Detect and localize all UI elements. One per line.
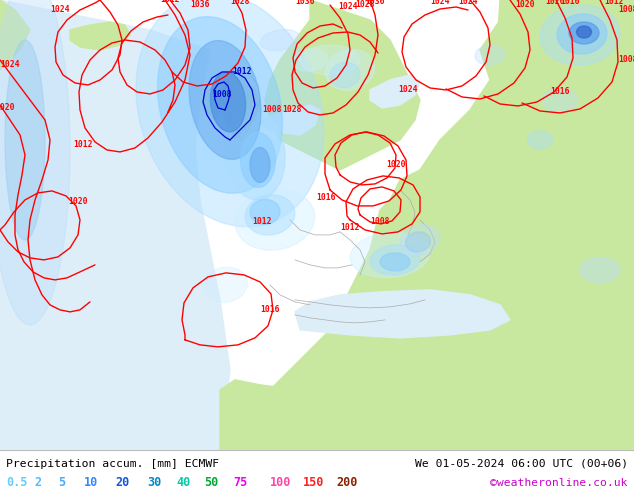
Text: 1016: 1016 xyxy=(260,305,280,315)
Text: 75: 75 xyxy=(233,476,247,490)
Polygon shape xyxy=(220,370,634,450)
Text: Precipitation accum. [mm] ECMWF: Precipitation accum. [mm] ECMWF xyxy=(6,459,219,468)
Ellipse shape xyxy=(527,131,552,149)
Text: 1008: 1008 xyxy=(618,55,634,65)
Text: 1036: 1036 xyxy=(365,0,385,6)
Ellipse shape xyxy=(406,232,430,252)
Text: 1024: 1024 xyxy=(339,2,358,11)
Polygon shape xyxy=(0,0,30,70)
Ellipse shape xyxy=(330,62,360,88)
Ellipse shape xyxy=(157,17,283,193)
Ellipse shape xyxy=(475,45,505,65)
Text: 30: 30 xyxy=(147,476,161,490)
Ellipse shape xyxy=(380,253,410,271)
Polygon shape xyxy=(203,90,222,115)
Text: 1016: 1016 xyxy=(316,194,336,202)
Text: 1028: 1028 xyxy=(355,0,375,9)
Ellipse shape xyxy=(557,14,607,54)
Ellipse shape xyxy=(250,199,280,224)
Ellipse shape xyxy=(250,147,270,182)
Text: 1020: 1020 xyxy=(545,0,565,6)
Ellipse shape xyxy=(300,45,360,75)
Polygon shape xyxy=(220,75,260,140)
Ellipse shape xyxy=(580,257,620,282)
Text: 0.5: 0.5 xyxy=(6,476,28,490)
Ellipse shape xyxy=(189,41,261,159)
Text: 150: 150 xyxy=(303,476,325,490)
Ellipse shape xyxy=(543,87,578,112)
Ellipse shape xyxy=(5,40,45,240)
Polygon shape xyxy=(370,75,420,108)
Ellipse shape xyxy=(260,29,300,50)
Polygon shape xyxy=(0,0,230,450)
Text: 1036: 1036 xyxy=(190,0,210,9)
Text: 1028: 1028 xyxy=(282,105,302,115)
Text: 50: 50 xyxy=(204,476,218,490)
Text: 1024: 1024 xyxy=(398,85,418,95)
Polygon shape xyxy=(260,105,320,135)
Text: 1020: 1020 xyxy=(515,0,534,9)
Ellipse shape xyxy=(240,132,276,187)
Text: 5: 5 xyxy=(58,476,65,490)
Ellipse shape xyxy=(370,245,420,275)
Text: We 01-05-2024 06:00 UTC (00+06): We 01-05-2024 06:00 UTC (00+06) xyxy=(415,459,628,468)
Ellipse shape xyxy=(245,195,295,235)
Text: 100: 100 xyxy=(269,476,291,490)
Text: 1024: 1024 xyxy=(458,0,478,6)
Text: ©weatheronline.co.uk: ©weatheronline.co.uk xyxy=(490,478,628,488)
Text: 1012: 1012 xyxy=(604,0,624,6)
Ellipse shape xyxy=(136,0,324,227)
Ellipse shape xyxy=(293,49,327,71)
Text: 1008: 1008 xyxy=(212,91,232,99)
Ellipse shape xyxy=(210,72,245,132)
Text: 1008: 1008 xyxy=(618,5,634,15)
Polygon shape xyxy=(295,290,510,338)
Ellipse shape xyxy=(235,190,314,250)
Text: 1012: 1012 xyxy=(232,68,252,76)
Text: 1012: 1012 xyxy=(340,223,359,232)
Text: 1020: 1020 xyxy=(386,160,406,170)
Text: 40: 40 xyxy=(176,476,190,490)
Polygon shape xyxy=(220,0,634,450)
Ellipse shape xyxy=(225,110,285,200)
Text: 1024: 1024 xyxy=(0,60,20,70)
Ellipse shape xyxy=(325,49,375,90)
Ellipse shape xyxy=(400,224,440,255)
Text: 1020: 1020 xyxy=(0,103,15,113)
Text: 1012: 1012 xyxy=(74,141,93,149)
Text: 200: 200 xyxy=(336,476,358,490)
Text: 1028: 1028 xyxy=(230,0,250,6)
Text: 2: 2 xyxy=(35,476,42,490)
Ellipse shape xyxy=(203,267,247,302)
Polygon shape xyxy=(495,0,634,250)
Polygon shape xyxy=(70,22,130,50)
Text: 1016: 1016 xyxy=(560,0,579,6)
Text: 1020: 1020 xyxy=(68,197,87,206)
Text: 1012: 1012 xyxy=(160,0,180,4)
Ellipse shape xyxy=(350,232,430,277)
Text: 10: 10 xyxy=(84,476,98,490)
Polygon shape xyxy=(265,0,420,170)
Text: 1024: 1024 xyxy=(430,0,450,6)
Text: 1024: 1024 xyxy=(50,5,70,15)
Ellipse shape xyxy=(540,5,620,65)
Text: 1016: 1016 xyxy=(550,87,570,97)
Ellipse shape xyxy=(0,0,70,325)
Text: 1012: 1012 xyxy=(252,218,272,226)
Text: 1008: 1008 xyxy=(370,218,390,226)
Text: 1036: 1036 xyxy=(295,0,314,6)
Text: 1008: 1008 xyxy=(262,105,281,115)
Ellipse shape xyxy=(576,26,592,38)
Text: 20: 20 xyxy=(115,476,129,490)
Ellipse shape xyxy=(569,22,599,44)
